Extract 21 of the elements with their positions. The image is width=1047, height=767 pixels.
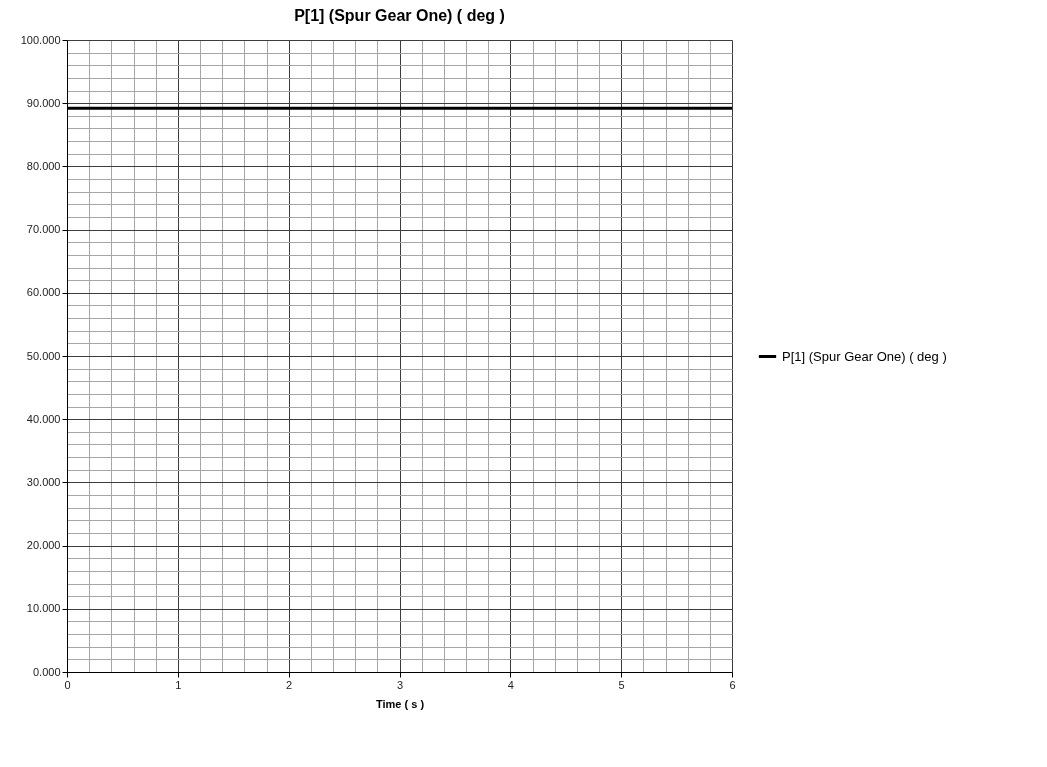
y-tick-label: 30.000: [26, 475, 61, 488]
y-tick-label: 20.000: [26, 539, 61, 552]
x-tick-label: 1: [175, 678, 182, 691]
y-tick-label: 90.000: [26, 96, 61, 109]
y-tick-label: 40.000: [26, 412, 61, 425]
y-tick-label: 70.000: [26, 223, 61, 236]
x-tick-label: 0: [64, 678, 71, 691]
y-tick-label: 60.000: [26, 286, 61, 299]
y-tick-label: 10.000: [26, 602, 61, 615]
x-tick-label: 3: [396, 678, 404, 691]
x-tick-label: 4: [507, 678, 514, 691]
y-tick-label: 50.000: [26, 349, 61, 362]
legend-label: P[1] (Spur Gear One) ( deg ): [782, 348, 947, 364]
x-tick-label: 2: [286, 678, 293, 691]
x-tick-label: 6: [729, 678, 736, 691]
chart-title: P[1] (Spur Gear One) ( deg ): [294, 7, 505, 24]
y-tick-label: 0.000: [32, 665, 61, 678]
y-tick-label: 100.000: [20, 33, 61, 46]
y-tick-label: 80.000: [26, 159, 61, 172]
x-axis-title: Time ( s ): [375, 697, 425, 710]
x-tick-label: 5: [618, 678, 625, 691]
